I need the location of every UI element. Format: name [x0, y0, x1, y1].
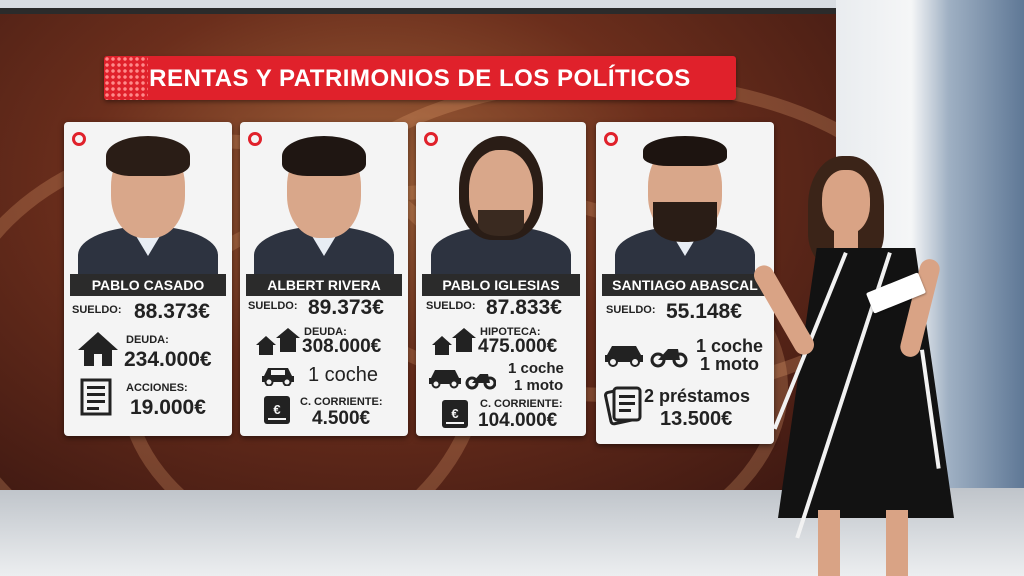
mortgage-label: HIPOTECA:: [480, 326, 541, 338]
svg-text:€: €: [273, 402, 280, 417]
svg-text:€: €: [451, 406, 458, 421]
car-count: 1 coche: [308, 364, 379, 386]
salary-label: SUELDO:: [72, 304, 122, 316]
salary-label: SUELDO:: [248, 300, 298, 312]
current-account-value: 104.000€: [478, 410, 558, 431]
debt-label: DEUDA:: [126, 334, 169, 346]
salary-value: 88.373€: [134, 300, 210, 323]
current-account-label: C. CORRIENTE:: [300, 396, 383, 408]
channel-logo-icon: [604, 132, 618, 146]
salary-label: SUELDO:: [606, 304, 656, 316]
shares-label: ACCIONES:: [126, 382, 188, 394]
politician-name: SANTIAGO ABASCAL: [602, 274, 768, 296]
documents-icon: [604, 386, 642, 426]
portrait-photo: [78, 134, 218, 284]
channel-logo-icon: [248, 132, 262, 146]
politician-name: PABLO CASADO: [70, 274, 226, 296]
presenter: [750, 150, 960, 576]
politician-card-casado: PABLO CASADO SUELDO: 88.373€ DEUDA: 234.…: [64, 122, 232, 436]
salary-value: 87.833€: [486, 296, 562, 319]
car-icon: [262, 368, 294, 386]
current-account-label: C. CORRIENTE:: [480, 398, 563, 410]
loans-value: 13.500€: [660, 408, 733, 430]
politician-name: PABLO IGLESIAS: [422, 274, 580, 296]
debt-value: 308.000€: [302, 336, 382, 357]
debt-label: DEUDA:: [304, 326, 347, 338]
debt-value: 234.000€: [124, 348, 212, 371]
shares-value: 19.000€: [130, 396, 206, 419]
two-houses-icon: [256, 328, 300, 355]
loans-count: 2 préstamos: [644, 386, 751, 406]
vehicles-line-1: 1 coche: [696, 336, 764, 356]
politician-card-rivera: ALBERT RIVERA SUELDO: 89.373€ DEUDA: 308…: [240, 122, 408, 436]
halftone-decoration: [104, 56, 148, 100]
portrait-photo: [254, 134, 394, 284]
mortgage-value: 475.000€: [478, 336, 558, 357]
house-icon: [78, 332, 118, 366]
current-account-value: 4.500€: [312, 408, 371, 429]
portrait-photo: [431, 134, 571, 284]
politician-name: ALBERT RIVERA: [246, 274, 402, 296]
channel-logo-icon: [72, 132, 86, 146]
title-banner: RENTAS Y PATRIMONIOS DE LOS POLÍTICOS: [104, 56, 736, 100]
portrait-photo: [615, 134, 755, 284]
bank-card-icon: €: [442, 400, 468, 428]
car-and-motorbike-icon: [605, 346, 688, 368]
politician-card-abascal: SANTIAGO ABASCAL SUELDO: 55.148€ 1 coche…: [596, 122, 774, 444]
salary-value: 55.148€: [666, 300, 742, 323]
salary-value: 89.373€: [308, 296, 384, 319]
vehicles-line-1: 1 coche: [508, 360, 564, 377]
channel-logo-icon: [424, 132, 438, 146]
vehicles-line-2: 1 moto: [514, 377, 564, 394]
politician-card-iglesias: PABLO IGLESIAS SUELDO: 87.833€ HIPOTECA:…: [416, 122, 586, 436]
page-title: RENTAS Y PATRIMONIOS DE LOS POLÍTICOS: [149, 65, 691, 92]
salary-label: SUELDO:: [426, 300, 476, 312]
two-houses-icon: [432, 328, 476, 355]
car-and-motorbike-icon: [429, 370, 496, 390]
bank-card-icon: €: [264, 396, 290, 424]
newspaper-icon: [80, 378, 112, 416]
vehicles-line-2: 1 moto: [700, 354, 760, 374]
video-wall: RENTAS Y PATRIMONIOS DE LOS POLÍTICOS PA…: [0, 8, 836, 490]
